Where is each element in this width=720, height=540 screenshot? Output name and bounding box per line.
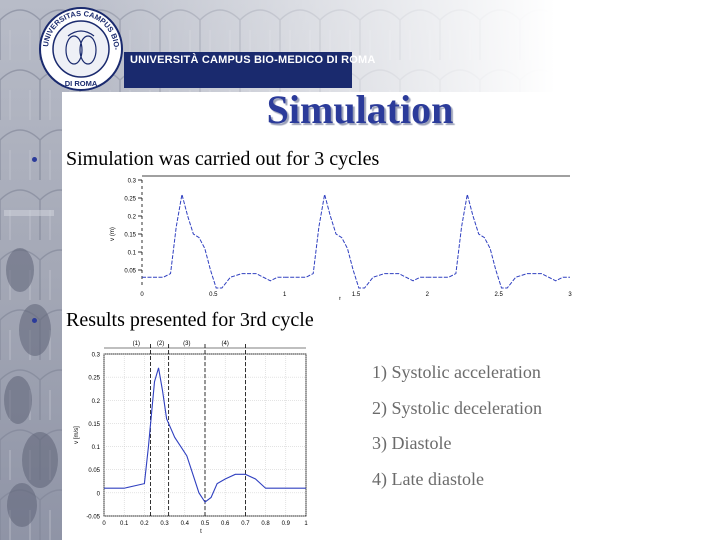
chart2-x-tick-label: 0.5	[201, 521, 210, 527]
bullet-text: Simulation was carried out for 3 cycles	[66, 148, 380, 170]
chart1-series-cycle-1	[142, 194, 285, 289]
chart1-series-cycle-2	[284, 194, 428, 289]
chart2-x-tick-label: 0	[102, 521, 106, 527]
chart2-x-tick-label: 0.4	[181, 521, 190, 527]
phase-item-systolic-acceleration: 1) Systolic acceleration	[372, 362, 541, 382]
chart1-y-tick-label: 0.25	[124, 197, 136, 203]
bullet-dot-icon	[32, 157, 37, 162]
chart2-x-tick-label: 0.1	[120, 521, 129, 527]
bullet-item: Results presented for 3rd cycle	[32, 309, 314, 332]
chart1-x-tick-label: 2.5	[494, 292, 503, 298]
chart1-x-tick-label: 1.5	[352, 292, 361, 298]
bullet-text: Results presented for 3rd cycle	[66, 309, 314, 331]
chart2-phase-label: (3)	[183, 341, 190, 347]
chart2-y-tick-label: 0.2	[92, 399, 101, 405]
chart2-x-tick-label: 0.2	[140, 521, 149, 527]
chart2-y-tick-label: 0.05	[88, 468, 100, 474]
three-cycle-velocity-chart: 0.05 0.1 0.15 0.2 0.25 0.3 0 0.5 1 1.5 2 2.5 3 v (m) t	[110, 175, 572, 300]
chart1-x-tick-label: 2	[426, 292, 430, 298]
phase-item-diastole: 3) Diastole	[372, 433, 452, 453]
chart2-x-tick-label: 0.7	[241, 521, 250, 527]
bullet-item: Simulation was carried out for 3 cycles	[32, 148, 380, 171]
chart2-x-tick-label: 0.8	[261, 521, 270, 527]
bullet-dot-icon	[32, 318, 37, 323]
chart1-x-axis-label: t	[339, 297, 341, 300]
chart1-series-cycle-3	[427, 194, 570, 289]
university-name: UNIVERSITÀ CAMPUS BIO-MEDICO DI ROMA	[130, 54, 376, 66]
chart2-y-tick-label: 0.3	[92, 353, 101, 359]
chart2-y-tick-label: 0.15	[88, 422, 100, 428]
chart2-phase-label: (2)	[157, 341, 164, 347]
chart2-y-tick-label: -0.05	[86, 515, 100, 521]
chart2-series-line	[104, 367, 306, 503]
chart2-y-axis-label: v [m/s]	[74, 426, 80, 444]
chart2-phase-label: (1)	[133, 341, 140, 347]
chart1-y-tick-label: 0.2	[128, 215, 137, 221]
chart1-x-tick-label: 3	[568, 292, 572, 298]
university-banner: UNIVERSITÀ CAMPUS BIO-MEDICO DI ROMA	[124, 52, 375, 88]
chart2-y-tick-label: 0	[97, 491, 101, 497]
chart2-x-tick-label: 1	[304, 521, 308, 527]
phase-item-late-diastole: 4) Late diastole	[372, 468, 484, 489]
chart2-x-tick-label: 0.6	[221, 521, 230, 527]
chart2-x-tick-label: 0.3	[160, 521, 169, 527]
third-cycle-velocity-chart: (1) (2) (3) (4) 0 0.1 0.2 0.3 0.4 0.5 0.6 0.7 0.8 0.…	[74, 341, 308, 535]
phase-item-systolic-deceleration: 2) Systolic deceleration	[372, 397, 542, 418]
chart1-y-axis-label: v (m)	[110, 227, 116, 241]
chart1-x-tick-label: 0	[140, 292, 144, 298]
slide-title: Simulation	[266, 87, 454, 132]
chart1-y-tick-label: 0.05	[124, 269, 136, 275]
chart2-x-axis-label: t	[200, 529, 202, 535]
logo-bottom-text: DI ROMA	[65, 79, 98, 88]
chart1-y-tick-label: 0.1	[128, 251, 137, 257]
chart2-x-tick-label: 0.9	[282, 521, 291, 527]
chart1-y-tick-label: 0.15	[124, 233, 136, 239]
chart1-y-tick-label: 0.3	[128, 179, 137, 185]
chart2-y-tick-label: 0.25	[88, 376, 100, 382]
university-logo: UNIVERSITAS CAMPUS BIO-MEDICO DI ROMA	[38, 6, 123, 91]
chart2-phase-label: (4)	[222, 341, 229, 347]
chart2-y-tick-label: 0.1	[92, 445, 101, 451]
chart1-x-tick-label: 0.5	[209, 292, 218, 298]
phase-legend: 1) Systolic acceleration 2) Systolic dec…	[372, 362, 542, 504]
chart1-x-tick-label: 1	[283, 292, 287, 298]
